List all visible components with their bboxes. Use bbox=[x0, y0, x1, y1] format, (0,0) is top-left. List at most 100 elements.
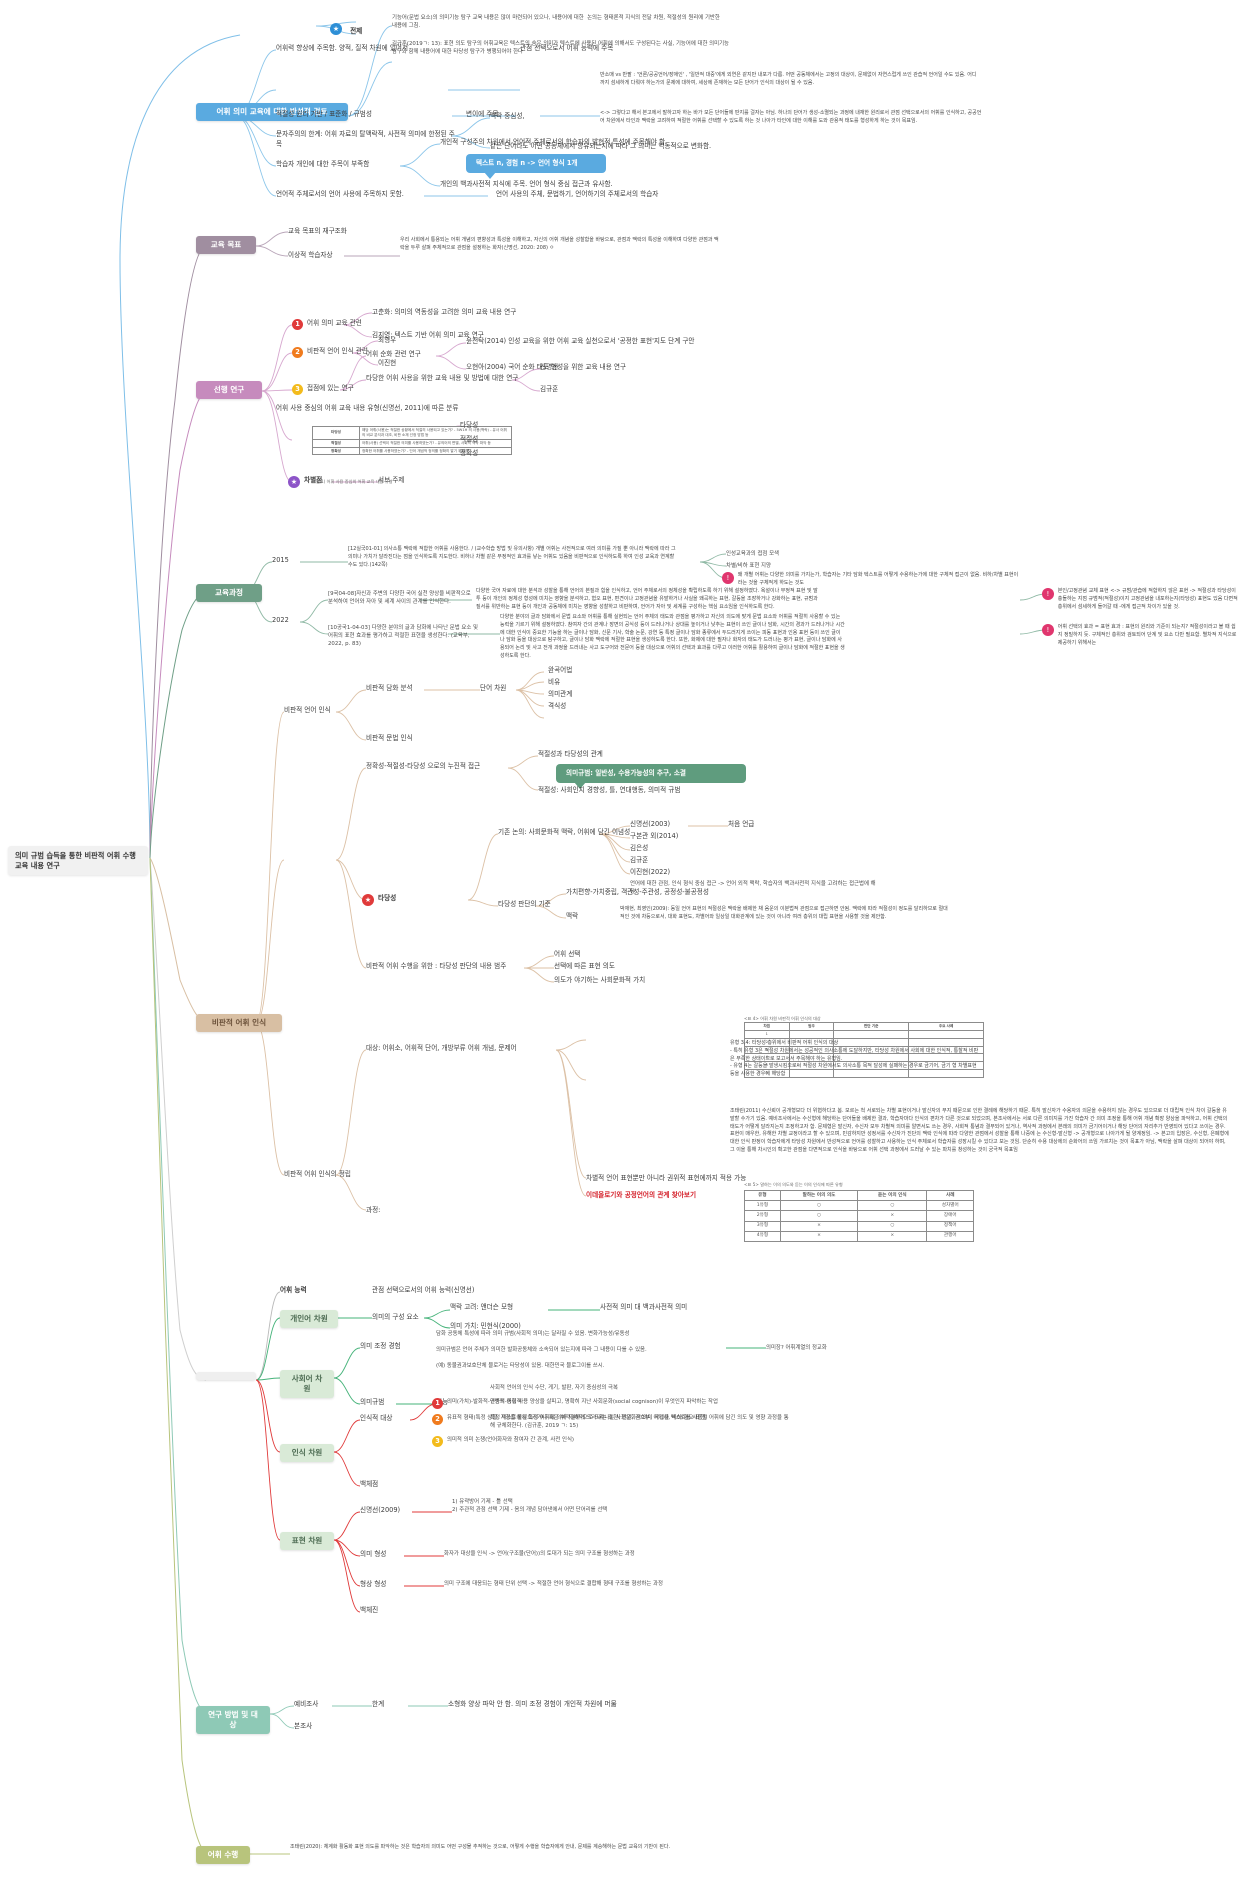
expression-item-3-para: 의미 구조에 대응되는 형태 단위 선택 -> 적절한 언어 형식으로 결합해 … bbox=[444, 1581, 663, 1587]
prior-group-3[interactable]: 3 접점에 있는 연구 bbox=[292, 384, 412, 395]
number-1-icon: 1 bbox=[292, 319, 303, 330]
number-1-icon: 1 bbox=[432, 1398, 443, 1409]
critical-validity-group[interactable]: ★ 타당성 bbox=[362, 894, 442, 906]
scope-item-0: 어휘 선택 bbox=[554, 950, 581, 958]
critical-criteria-label: 타당성 판단의 기준 bbox=[498, 900, 551, 908]
word-dim-item-0: 완곡어법 bbox=[548, 666, 573, 674]
cell: 관행어 bbox=[926, 1230, 974, 1242]
table5-head-3: 사례 bbox=[926, 1189, 974, 1202]
critical-task-label: 과정: bbox=[366, 1206, 381, 1214]
capsule-expression-dimension[interactable]: 표현 차원 bbox=[280, 1532, 334, 1550]
branch-capsule-dimension[interactable] bbox=[196, 1372, 256, 1380]
branch-capsule-reflective-review[interactable]: 어휘 의미 교육에 대한 반성적 검토 bbox=[196, 103, 348, 121]
expression-item-2: 의미 형성 bbox=[360, 1550, 387, 1558]
curriculum-alert-right-1[interactable]: ! 본인/고정관념 교체 표현 <-> 규범/관습에 적합하지 않은 표현 ->… bbox=[1042, 588, 1238, 611]
prior-g2-item-0: 최형우 bbox=[378, 336, 397, 344]
table-row: 4유형 × × 관행어 bbox=[744, 1230, 974, 1242]
capsule-cognitive-dimension[interactable]: 인식 차원 bbox=[280, 1444, 334, 1462]
branch-capsule-prior-research[interactable]: 선행 연구 bbox=[196, 381, 262, 399]
branch-capsule-critical-lexical[interactable]: 비판적 어휘 인식 bbox=[196, 1014, 282, 1032]
individual-sub-0-b: 사전적 의미 대 백과사전적 의미 bbox=[600, 1303, 688, 1311]
blue-item-2: 어휘력 향상에 주목함. 양적, 질적 차원에 있어서 bbox=[276, 44, 409, 52]
cognitive-item-2[interactable]: 3 의미적 의미 논쟁(언어화자와 참여자 간 관계, 사전 인식) bbox=[432, 1436, 732, 1447]
prior-g3-sub-1: 어휘 순화 관련 연구 bbox=[366, 350, 421, 358]
method-item-1: 예비조사 bbox=[294, 1700, 319, 1708]
word-dim-item-2: 의미관계 bbox=[548, 690, 573, 698]
prior-difference-value: 서브 주제 bbox=[378, 476, 405, 484]
blue-item-5-callout[interactable]: 텍스트 n, 경험 n -> 언어 형식 1개 bbox=[466, 154, 606, 178]
goal-item-2: 이상적 학습자상 bbox=[288, 251, 333, 259]
table4-head-1: 범주 bbox=[788, 1022, 835, 1031]
blue-item-3-para-2: <-> 그렇다고 해서 본고에서 말하고자 하는 바가 모든 단어들에 딴지를 … bbox=[600, 110, 982, 124]
root-node[interactable]: 의미 규범 습득을 통한 비판적 어휘 수행 교육 내용 연구 bbox=[8, 846, 148, 876]
cognitive-item-0[interactable]: 1 의미(가치)-발화적-규범적-중립적 bbox=[432, 1398, 692, 1409]
blue-item-5: 학습자 개인에 대한 주목이 부족함 bbox=[276, 160, 370, 168]
prior-right-item-0: 타당성 bbox=[460, 421, 479, 429]
expression-background: 백체진 bbox=[360, 1606, 379, 1614]
branch-capsule-education-goal[interactable]: 교육 목표 bbox=[196, 236, 256, 254]
critical-table-5: 유형 말하는 이의 의도 듣는 이의 인식 사례 1유형 ○ ○ 성차별어 2유… bbox=[744, 1189, 974, 1242]
prior-disc-item-1: 구본관 외(2014) bbox=[630, 832, 679, 840]
alert-icon: ! bbox=[1042, 588, 1054, 600]
critical-target-note-2: 이데올로기와 공정언어의 관계 찾아보기 bbox=[586, 1191, 697, 1199]
prior-group-2[interactable]: 2 비판적 언어 인식 관련 bbox=[292, 347, 412, 358]
cell: × bbox=[779, 1220, 859, 1232]
curriculum-2015-right-0: 인성교육과의 접점 모색 bbox=[726, 551, 780, 557]
method-item-2: 본조사 bbox=[294, 1722, 313, 1730]
blue-item-5-sub-1: 개인적 구성주의 차원에서 언어적 주체로서의 학습자의 발현적 특성에 주목해… bbox=[440, 138, 668, 146]
approach-callout[interactable]: 의미규범: 일반성, 수용가능성의 추구, 소결 bbox=[556, 764, 746, 788]
method-item-1-para: 소형화 양상 파악 안 함. 의미 조정 경험이 개인적 차원에 머묾 bbox=[448, 1700, 617, 1708]
capsule-individual-dimension[interactable]: 개인어 차원 bbox=[280, 1310, 338, 1328]
alert-icon: ! bbox=[1042, 624, 1054, 636]
scope-item-1: 선택에 따른 표현 의도 bbox=[554, 962, 615, 970]
star-icon: ★ bbox=[362, 894, 374, 906]
cell: 4유형 bbox=[744, 1230, 781, 1242]
prior-table-caption: 그림 1) 어휘 사용 중심의 어휘 교육 내용 유형 bbox=[312, 479, 393, 484]
table-row: 3유형 × ○ 정책어 bbox=[744, 1220, 974, 1232]
expression-item-1: 신명선(2009) bbox=[360, 1506, 401, 1514]
blue-item-6-sub: 언어 사용의 주체, 문법하기, 언어하기의 주체로서의 학습자 bbox=[496, 190, 659, 198]
curriculum-2015-alert[interactable]: ! 왜 개별 어휘는 다양한 의미를 가지는가, 학습자는 기타 담화 텍스트를… bbox=[722, 572, 1022, 588]
cell: × bbox=[857, 1230, 928, 1242]
blue-item-3-mid: 변이에 주목 bbox=[466, 110, 499, 118]
table4-head-2: 판단 기준 bbox=[833, 1022, 910, 1031]
number-3-icon: 3 bbox=[432, 1436, 443, 1447]
prior-g3-sub2-item-1: 김규훈 bbox=[540, 385, 559, 393]
cognitive-target-label: 인식적 대상 bbox=[360, 1414, 393, 1422]
curriculum-year-2015: 2015 bbox=[272, 556, 289, 564]
premise-text-1: 기능어(문법 요소)의 의미기능 탐구 교육 내용은 많이 마련되어 있으나, … bbox=[392, 15, 722, 30]
social-item-1-p1: 담화 공동체 특성에 따라 의미 규범(사회적 의미)는 달라질 수 있음. 변… bbox=[436, 1331, 630, 1337]
premise-text-2: 김규훈(2019ㄱ: 13): 표현 의도 탐구의 어휘교육은 텍스트의 숨은 … bbox=[392, 41, 731, 56]
critical-cda: 비판적 담화 분석 bbox=[366, 684, 413, 692]
prior-group-1[interactable]: 1 어휘 의미 교육 관련 bbox=[292, 319, 412, 330]
cell-key: 적절성 bbox=[312, 438, 360, 448]
criteria-item-2: 맥락 bbox=[566, 912, 579, 920]
table5-head-2: 듣는 이의 인식 bbox=[857, 1189, 928, 1202]
cell: 장애어 bbox=[926, 1210, 974, 1222]
branch-capsule-performance[interactable]: 어휘 수행 bbox=[196, 1846, 250, 1864]
prior-g3-sub1-item-1: 오현아(2004) 국어 순화 태도 형성을 위한 교육 내용 연구 bbox=[466, 363, 627, 371]
prior-g3-sub2-item-0: 신명선 bbox=[540, 363, 559, 371]
social-item-1-p2: 의미규범은 언어 주체가 의미한 발화공동체와 소속되어 있는지에 따라 그 내… bbox=[436, 1347, 647, 1353]
prior-difference-group[interactable]: ★ 차별점 bbox=[288, 476, 378, 488]
premise-star-group[interactable]: ★ 전제 bbox=[330, 18, 410, 37]
prior-disc-item-2: 김은성 bbox=[630, 844, 649, 852]
critical-establish-label: 비판적 어휘 인식의 정립 bbox=[284, 1170, 351, 1178]
curriculum-alert-right-2[interactable]: ! 어휘 선택의 효과 = 표현 효과 : 표현의 원리와 기준이 되는지? 적… bbox=[1042, 624, 1238, 647]
individual-item: 의미의 구성 요소 bbox=[372, 1313, 419, 1321]
social-item-2-p2: 언중의 어휘 사용 양상을 살피고, 명확히 지난 사회문화(social co… bbox=[490, 1399, 718, 1405]
vocab-ability-value: 관점 선택으로서의 어휘 능력(신명선) bbox=[372, 1286, 475, 1294]
cell: 정책어 bbox=[926, 1220, 974, 1232]
capsule-social-dimension[interactable]: 사회어 차원 bbox=[280, 1370, 334, 1398]
social-item-1-p3: (예) 동물권과보호단체 블로거는 타당성이 있음. 대한민국 블로그이를 쓰시… bbox=[436, 1363, 605, 1369]
prior-table-title: 어휘 사용 중심의 어휘 교육 내용 유형(신명선, 2011)에 따른 분류 bbox=[276, 404, 459, 412]
individual-sub-1-a: 의미 가치: 민현식(2000) bbox=[450, 1322, 521, 1330]
cognitive-item-1[interactable]: 2 유표적 형태(특정 상황, 지칭을 불일으키거나 혹은 부적절하게 드러내는… bbox=[432, 1414, 732, 1425]
curriculum-2022-text-1: [9국04-08]자신과 주변의 다양한 국어 실천 양상을 비판적으로 분석하… bbox=[328, 591, 473, 606]
prior-disc-item-3: 김규훈 bbox=[630, 856, 649, 864]
prior-g1-item-1: 김지영: 텍스트 기반 어휘 의미 교육 연구 bbox=[372, 331, 484, 339]
branch-capsule-curriculum[interactable]: 교육과정 bbox=[196, 584, 262, 602]
branch-capsule-method[interactable]: 연구 방법 및 대상 bbox=[196, 1706, 270, 1734]
social-item-1-right: 의미장? 어휘계열의 정교화 bbox=[766, 1345, 827, 1351]
